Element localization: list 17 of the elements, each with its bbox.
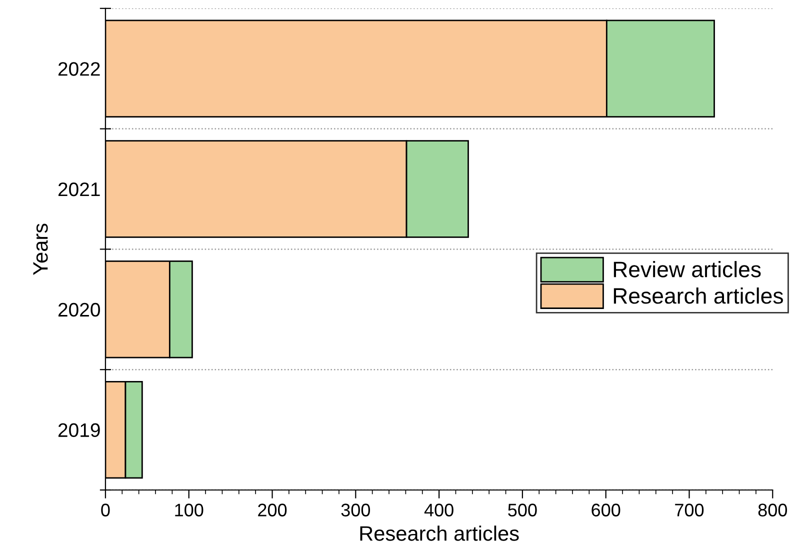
x-tick-label: 400 <box>424 504 454 516</box>
x-tick-label: 100 <box>175 504 204 516</box>
y-tick-label: 2021 <box>58 182 100 196</box>
y-tick-label: 2019 <box>58 423 100 438</box>
x-tick-label: 600 <box>592 504 620 516</box>
legend-label: Review articles <box>614 261 761 278</box>
legend-label: Research articles <box>614 287 783 304</box>
x-tick-label: 300 <box>341 504 370 516</box>
y-tick-label: 2022 <box>58 62 100 76</box>
x-tick-label: 800 <box>758 504 787 516</box>
x-tick-label: 500 <box>508 504 537 516</box>
y-axis-title: Years <box>33 224 48 275</box>
x-tick-label: 200 <box>258 504 287 516</box>
x-tick-label: 700 <box>675 504 704 516</box>
x-axis-title: Research articles <box>360 526 519 541</box>
x-tick-label: 0 <box>101 504 110 516</box>
y-tick-label: 2020 <box>58 302 100 317</box>
